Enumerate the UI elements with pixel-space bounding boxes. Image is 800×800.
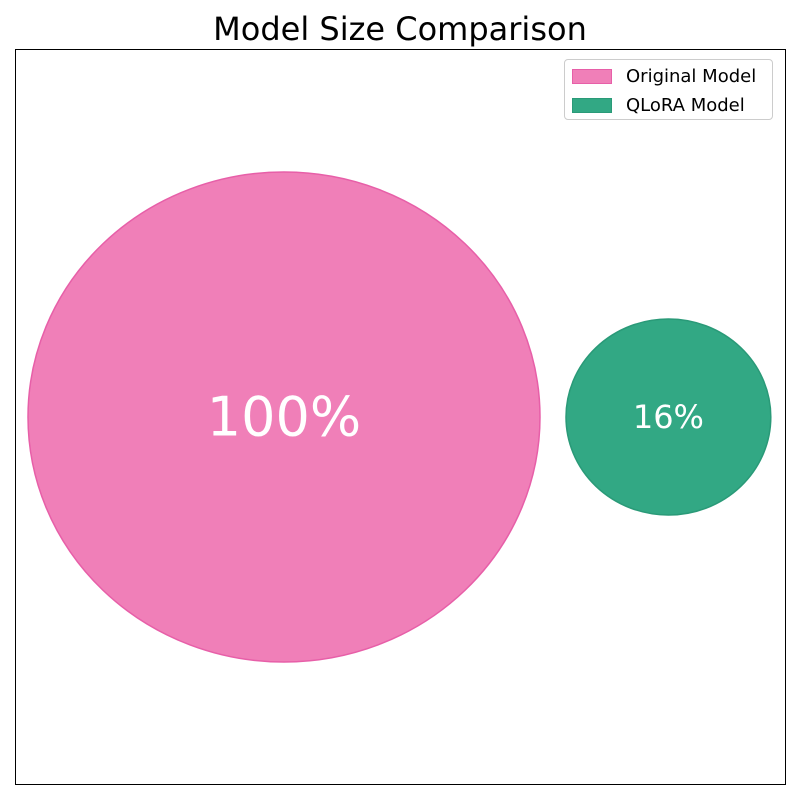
legend-label-original: Original Model [626, 65, 757, 87]
bubble-qlora [565, 318, 772, 516]
bubble-label-original: 100% [207, 386, 361, 449]
legend-swatch-original [572, 68, 612, 84]
bubble-original [27, 171, 541, 663]
legend: Original Model QLoRA Model [564, 59, 773, 120]
legend-item-original: Original Model [572, 65, 757, 87]
legend-swatch-qlora [572, 97, 612, 113]
chart-title: Model Size Comparison [213, 10, 587, 48]
legend-label-qlora: QLoRA Model [626, 94, 745, 116]
legend-item-qlora: QLoRA Model [572, 94, 745, 116]
bubble-label-qlora: 16% [633, 398, 704, 436]
bubbles-group: 100% 16% [27, 171, 772, 663]
